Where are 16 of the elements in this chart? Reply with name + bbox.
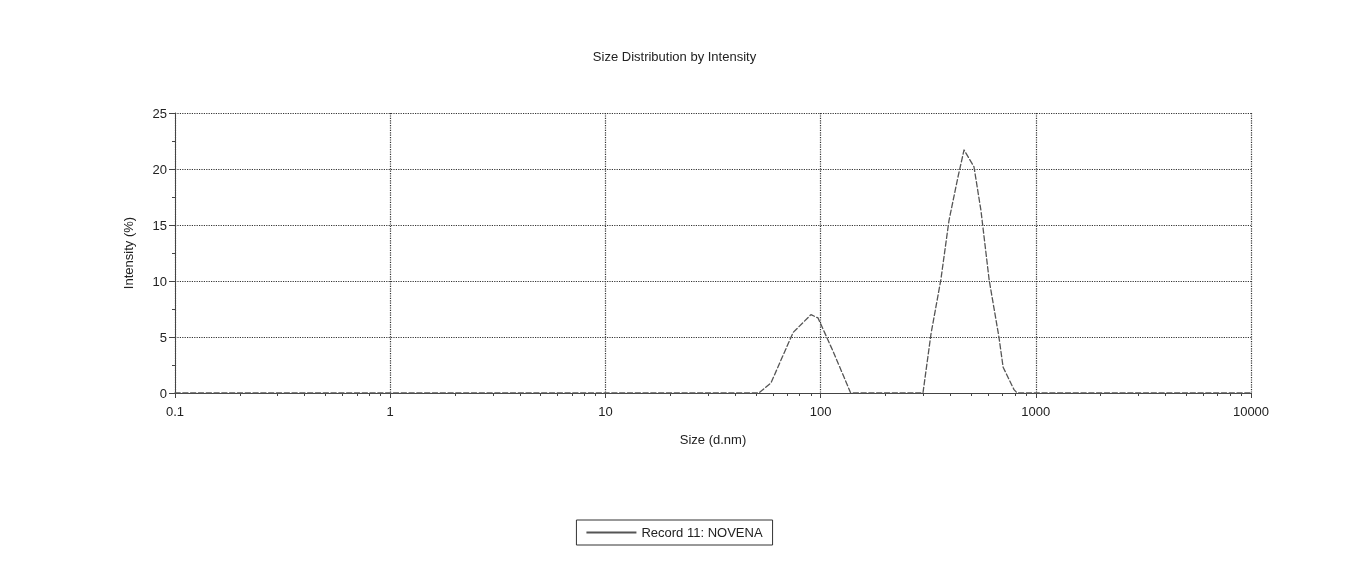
y-tick-label: 0 (159, 385, 167, 401)
x-tick-label: 1 (386, 404, 394, 419)
y-tick-label: 15 (152, 217, 167, 233)
y-axis-title: Intensity (%) (121, 216, 136, 290)
x-tick-label: 100 (809, 404, 832, 419)
x-tick-label: 10000 (1232, 404, 1270, 419)
x-axis-title: Size (d.nm) (679, 432, 747, 447)
x-tick-label: 10 (598, 404, 613, 419)
y-tick-label: 25 (152, 105, 167, 121)
legend-label: Record 11: NOVENA (641, 525, 763, 540)
x-tick-label: 0.1 (165, 404, 185, 419)
chart-title: Size Distribution by Intensity (592, 49, 757, 64)
y-tick-label: 20 (152, 161, 167, 177)
y-tick-label: 10 (152, 273, 167, 289)
y-tick-label: 5 (159, 329, 167, 345)
x-tick-label: 1000 (1021, 404, 1051, 419)
